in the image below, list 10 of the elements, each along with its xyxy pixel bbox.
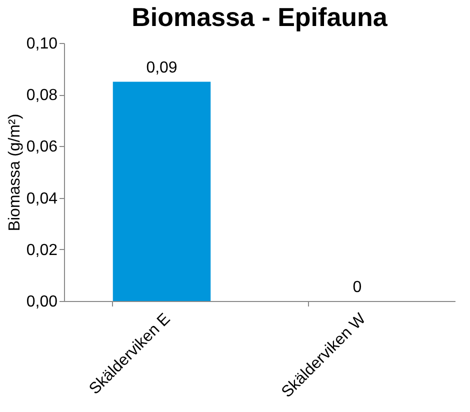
chart-title: Biomassa - Epifauna xyxy=(132,2,388,32)
y-axis-title: Biomassa (g/m²) xyxy=(6,114,24,232)
y-tick-label: 0,04 xyxy=(26,190,58,208)
y-tick-label: 0,10 xyxy=(26,36,58,52)
y-tick-label: 0,08 xyxy=(26,87,58,104)
y-tick-label: 0,00 xyxy=(26,294,58,310)
y-tick-label: 0,02 xyxy=(26,242,58,259)
data-label: 0,09 xyxy=(146,60,178,77)
y-tick-label: 0,06 xyxy=(26,138,58,156)
data-label: 0 xyxy=(352,279,362,296)
